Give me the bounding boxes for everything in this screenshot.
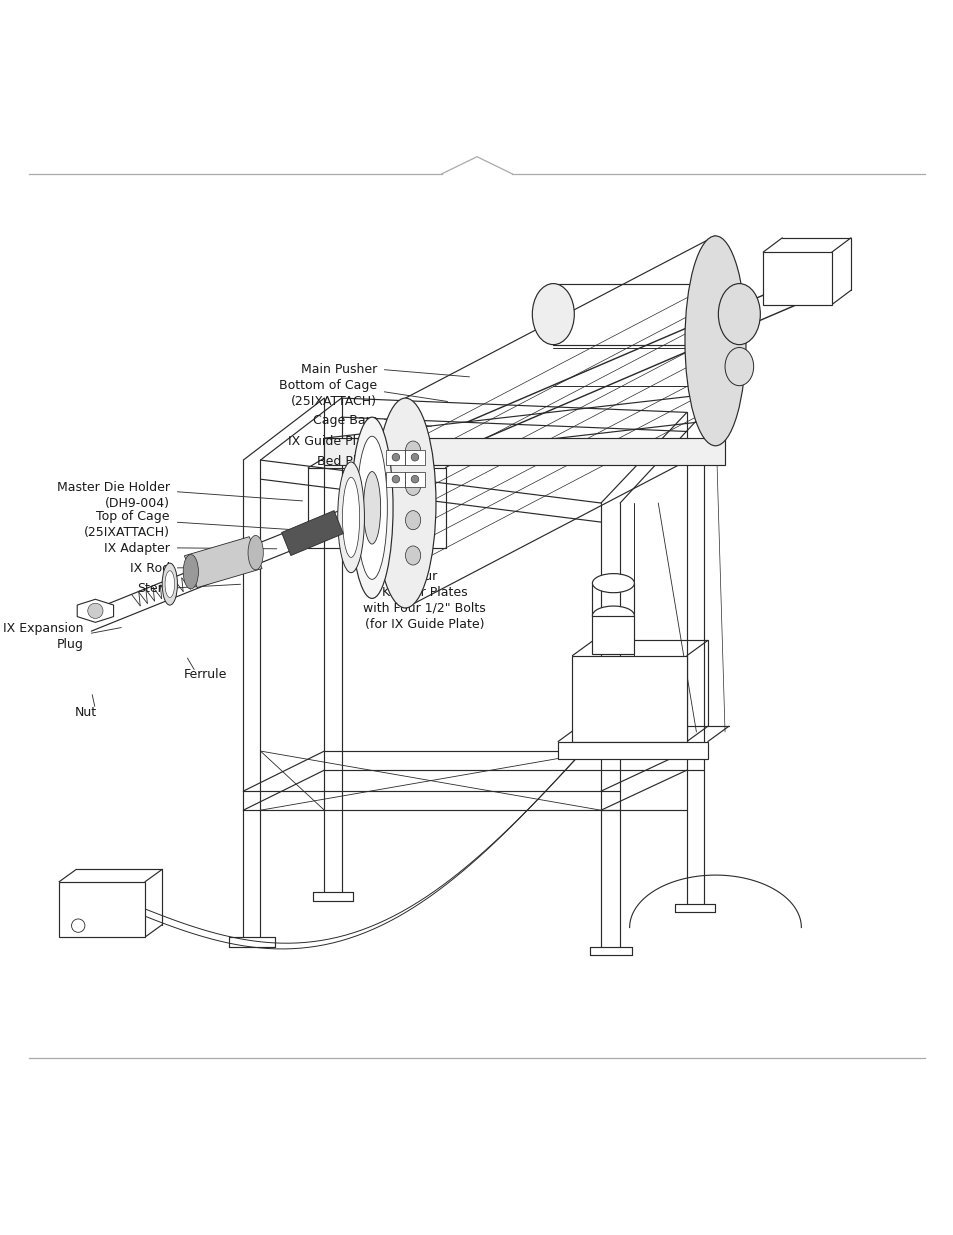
Bar [592,615,634,653]
Text: Top of Cage
(25IXATTACH): Top of Cage (25IXATTACH) [84,510,170,538]
Ellipse shape [411,453,418,461]
Ellipse shape [405,510,420,530]
Text: Bed Plate: Bed Plate [316,456,376,468]
Text: IX Rod: IX Rod [130,562,170,576]
Polygon shape [281,510,343,556]
Bar [762,252,831,305]
Ellipse shape [162,563,177,605]
Bar [386,450,405,464]
Ellipse shape [71,919,85,932]
Polygon shape [77,599,113,622]
Bar [405,472,424,487]
Bar [558,741,707,758]
Ellipse shape [405,441,420,461]
Text: Bottom of Cage
(25IXATTACH): Bottom of Cage (25IXATTACH) [278,379,376,408]
Bar [405,450,424,464]
Text: IX Guide Plate: IX Guide Plate [288,435,376,447]
Ellipse shape [363,472,380,545]
Ellipse shape [392,475,399,483]
Text: Cage Bars: Cage Bars [313,414,376,426]
Bar [572,656,686,741]
Text: Main Pusher: Main Pusher [300,363,376,375]
Ellipse shape [411,475,418,483]
Ellipse shape [592,606,634,625]
Ellipse shape [405,477,420,495]
Text: Stem: Stem [137,583,170,595]
Ellipse shape [405,546,420,566]
Ellipse shape [337,462,364,573]
Ellipse shape [724,347,753,385]
Ellipse shape [532,284,574,345]
Text: Ferrule: Ferrule [183,668,227,682]
Polygon shape [184,537,262,588]
Text: Four
Keeper Plates
with Four 1/2" Bolts
(for IX Guide Plate): Four Keeper Plates with Four 1/2" Bolts … [363,569,485,631]
Bar [324,438,724,464]
Text: IX Expansion
Plug: IX Expansion Plug [4,622,84,651]
Ellipse shape [718,284,760,345]
Ellipse shape [375,398,436,608]
Ellipse shape [684,236,745,446]
Ellipse shape [88,603,103,619]
Ellipse shape [183,555,198,589]
Ellipse shape [392,453,399,461]
Text: Nut: Nut [74,706,97,720]
Ellipse shape [351,417,393,599]
Text: Master Die Holder
(DH9-004): Master Die Holder (DH9-004) [57,480,170,510]
Ellipse shape [165,571,174,598]
Bar [386,472,405,487]
Ellipse shape [592,573,634,593]
Text: IX Adapter: IX Adapter [104,542,170,556]
Ellipse shape [356,436,387,579]
Ellipse shape [342,477,359,557]
Ellipse shape [248,536,263,569]
Bar [59,882,145,937]
